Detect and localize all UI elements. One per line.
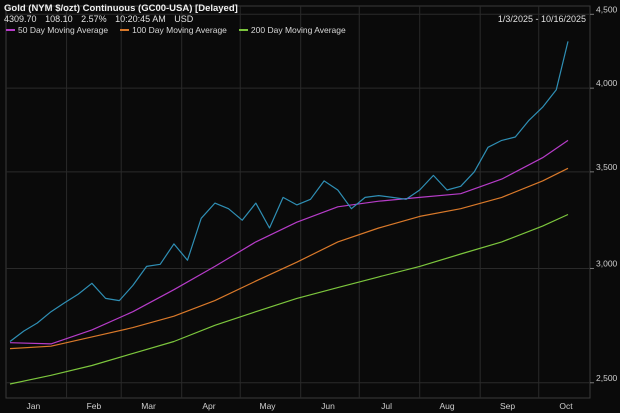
- legend-item-ma50[interactable]: 50 Day Moving Average: [6, 25, 108, 35]
- x-tick-label: Feb: [87, 401, 102, 411]
- x-tick-label: Sep: [500, 401, 515, 411]
- y-tick-label: 3,500: [596, 162, 618, 172]
- legend-label-ma50: 50 Day Moving Average: [18, 25, 109, 35]
- x-tick-label: Jan: [27, 401, 41, 411]
- x-tick-label: May: [260, 401, 277, 411]
- ma50-line: [9, 139, 569, 345]
- plot-frame: [5, 5, 591, 399]
- price-change: 108.10: [45, 14, 73, 24]
- legend-swatch-ma100: [120, 29, 130, 31]
- legend-label-ma100: 100 Day Moving Average: [132, 25, 227, 35]
- y-tick-label: 3,000: [596, 258, 618, 268]
- legend-item-ma100[interactable]: 100 Day Moving Average: [120, 25, 227, 35]
- legend-label-ma200: 200 Day Moving Average: [250, 25, 346, 35]
- legend-item-ma200[interactable]: 200 Day Moving Average: [238, 25, 346, 35]
- ma100-line: [9, 167, 569, 350]
- legend-swatch-ma200: [238, 29, 248, 31]
- y-tick-label: 4,000: [596, 78, 618, 88]
- x-tick-label: Mar: [141, 401, 156, 411]
- x-tick-label: Jul: [381, 401, 392, 411]
- ma200-line: [9, 213, 569, 385]
- y-tick-label: 4,500: [596, 4, 618, 14]
- legend-swatch-ma50: [6, 29, 15, 31]
- chart-title: Gold (NYM $/ozt) Continuous (GC00-USA) […: [4, 3, 238, 14]
- price-change-percent: 2.57%: [81, 14, 107, 24]
- y-tick-label: 2,500: [596, 373, 618, 383]
- quote-line: 4309.70 108.10 2.57% 10:20:45 AM USD: [4, 14, 199, 24]
- x-tick-label: Aug: [439, 401, 454, 411]
- date-range: 1/3/2025 - 10/16/2025: [497, 14, 586, 24]
- x-tick-label: Apr: [202, 401, 215, 411]
- price-line: [9, 41, 569, 342]
- legend: 50 Day Moving Average 100 Day Moving Ave…: [6, 25, 346, 35]
- x-tick-label: Jun: [321, 401, 335, 411]
- quote-time: 10:20:45 AM: [115, 14, 166, 24]
- last-price: 4309.70: [4, 14, 37, 24]
- x-tick-label: Oct: [559, 401, 573, 411]
- currency: USD: [174, 14, 194, 24]
